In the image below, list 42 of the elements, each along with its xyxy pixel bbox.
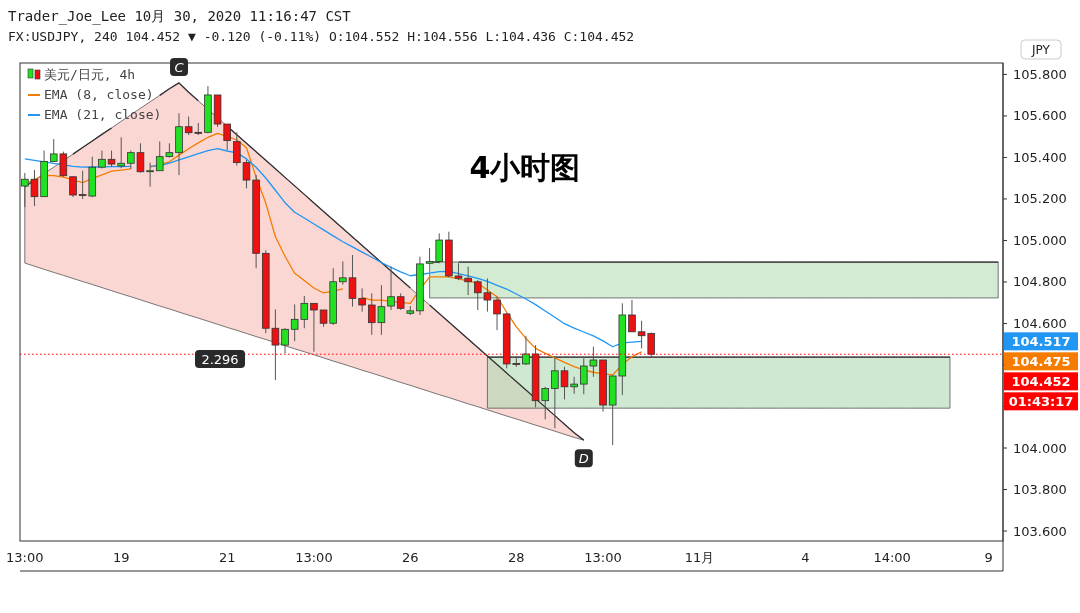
chart-title: Trader_Joe_Lee 10月 30, 2020 11:16:47 CST — [8, 8, 352, 25]
y-tick-label: 104.800 — [1013, 274, 1067, 290]
text: 01:43:17 — [1008, 394, 1074, 410]
x-tick-label: 26 — [402, 550, 419, 565]
candlestick — [146, 162, 154, 188]
y-tick-label: 103.800 — [1013, 482, 1067, 498]
y-tick-label: 105.200 — [1013, 191, 1067, 207]
x-tick-label: 28 — [508, 550, 525, 565]
legend-label: EMA (8, close) — [44, 87, 154, 102]
x-tick-label: 13:00 — [584, 550, 622, 565]
candlestick — [69, 176, 77, 198]
text: 104.517 — [1011, 334, 1071, 350]
legend-label: 美元/日元, 4h — [44, 67, 136, 82]
chart-subtitle: FX:USDJPY, 240 104.452 ▼ -0.120 (-0.11%) O:104.552 H:104.556 L:104.436 C:104.452 — [8, 29, 635, 44]
x-tick-label: 11月 — [684, 550, 715, 565]
candlestick — [493, 296, 501, 331]
y-tick-label: 105.400 — [1013, 149, 1067, 165]
x-tick-label: 13:00 — [6, 550, 44, 565]
y-tick-label: 105.600 — [1013, 108, 1067, 124]
x-tick-label: 19 — [112, 550, 130, 565]
candlestick — [628, 299, 636, 333]
x-tick-label: 4 — [801, 550, 810, 565]
y-tick-label: 104.600 — [1013, 315, 1067, 331]
x-tick-label: 13:00 — [295, 550, 333, 565]
candlestick — [310, 302, 318, 353]
ref-line-label: 104.452 — [1011, 374, 1071, 390]
y-tick-label: 104.000 — [1013, 440, 1067, 456]
y-tick-label: 105.000 — [1013, 232, 1067, 248]
candlestick — [387, 266, 395, 311]
annotation: 4小时图 — [469, 150, 581, 185]
annotation: 2.296 — [201, 352, 239, 367]
y-tick-label: 103.600 — [1013, 523, 1067, 539]
text: JPY — [1031, 43, 1051, 57]
annotation: D — [578, 451, 589, 467]
text: 104.475 — [1011, 354, 1071, 370]
x-tick-label: 9 — [984, 550, 993, 565]
y-tick-label: 105.800 — [1013, 66, 1067, 82]
annotation: C — [174, 59, 185, 75]
x-tick-label: 14:00 — [873, 550, 911, 565]
candlestick — [281, 327, 289, 354]
x-tick-label: 21 — [218, 550, 236, 565]
legend-label: EMA (21, close) — [44, 107, 162, 122]
